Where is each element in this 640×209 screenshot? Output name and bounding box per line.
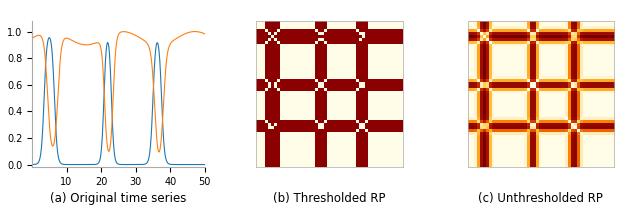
Text: (a) Original time series: (a) Original time series <box>50 192 187 205</box>
Text: (b) Thresholded RP: (b) Thresholded RP <box>273 192 386 205</box>
Text: (c) Unthresholded RP: (c) Unthresholded RP <box>478 192 604 205</box>
